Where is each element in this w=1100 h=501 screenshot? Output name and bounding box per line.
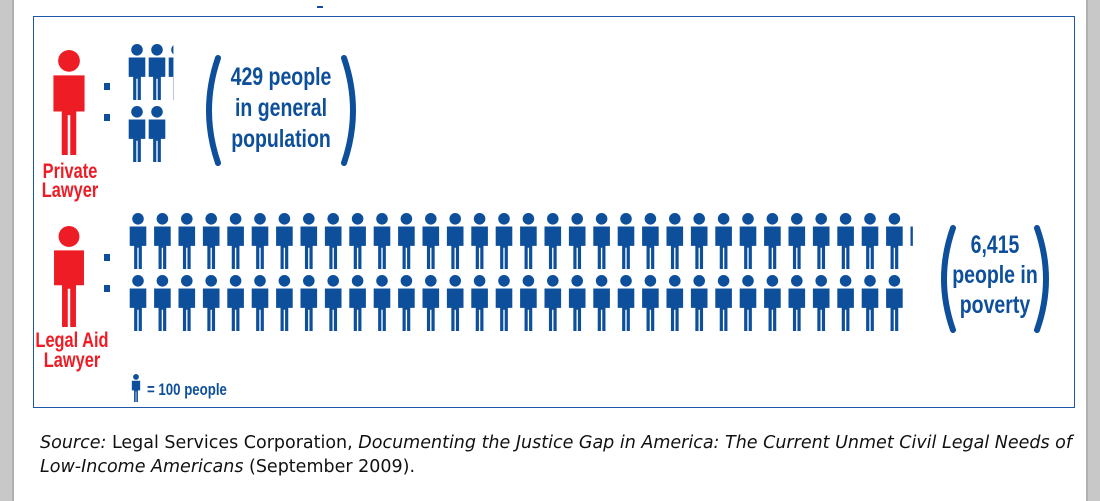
row-2-person-icon [764, 213, 781, 269]
row-2-person-icon [227, 275, 244, 331]
private-lawyer-label: Lawyer [42, 178, 99, 201]
row-2-person-icon [593, 213, 610, 269]
row-2-person-icon [495, 275, 513, 331]
row-2-person-icon [349, 275, 366, 331]
row-1-person-icon [148, 106, 166, 162]
row-1-partial-person-icon [168, 45, 174, 100]
row-2-person-icon [812, 213, 830, 269]
row-2-person-icon [276, 213, 293, 269]
row-2-person-icon [764, 275, 781, 331]
row-2-person-icon [495, 213, 513, 269]
row-2-person-icon [568, 275, 586, 331]
row-2-person-icon [154, 275, 171, 331]
row-2-person-icon [398, 275, 415, 331]
row-2-person-icon [617, 275, 635, 331]
row-1-text-line: population [231, 125, 331, 153]
figure-caption: Source: Legal Services Corporation, Docu… [40, 431, 1080, 479]
legal-aid-lawyer-red-icon [54, 226, 84, 327]
row-2-person-icon [861, 275, 879, 331]
row-2-person-icon [886, 213, 903, 269]
caption-text-2: (September 2009). [243, 457, 416, 477]
row-2-person-icon [788, 275, 806, 331]
row-1-colon [104, 83, 110, 121]
row-2-person-icon [690, 275, 708, 331]
row-2-text-line: poverty [960, 291, 1031, 319]
row-2-person-icon [471, 275, 488, 331]
row-2-person-icon [617, 213, 635, 269]
row-2-person-icon [398, 213, 415, 269]
row-2-person-icon [715, 213, 732, 269]
row-2-person-icon [324, 213, 342, 269]
row-2-person-icon [739, 275, 757, 331]
row-2-person-icon [471, 213, 488, 269]
legend-person-icon [131, 374, 141, 402]
row-2-person-icon [739, 213, 757, 269]
legal-aid-lawyer-label: Lawyer [44, 348, 101, 371]
row-2-person-icon [300, 213, 318, 269]
row-2-person-icon [446, 275, 464, 331]
row-2-person-icon [690, 213, 708, 269]
row-1-person-icon [128, 106, 146, 162]
private-lawyer-label: Private [43, 159, 98, 182]
row-2-person-icon [276, 275, 293, 331]
row-2-person-icon [666, 213, 684, 269]
row-2-person-icon [202, 275, 220, 331]
left-margin-bar [0, 0, 14, 501]
row-2-person-icon [788, 213, 806, 269]
row-2-person-icon [373, 275, 391, 331]
row-2-person-icon [251, 275, 269, 331]
row-1-text-line: 429 people [231, 63, 332, 91]
row-2-person-icon [715, 275, 732, 331]
row-2-person-icon [202, 213, 220, 269]
row-2-person-icon [300, 275, 318, 331]
caption-source-label: Source: [40, 433, 107, 453]
row-2-person-icon [544, 275, 562, 331]
row-2-person-icon [837, 275, 854, 331]
text-cursor-mark [317, 6, 323, 8]
row-2-person-icon [861, 213, 879, 269]
right-margin-bar [1086, 0, 1100, 501]
row-2-person-icon [227, 213, 244, 269]
row-2-person-icon [666, 275, 684, 331]
row-2-person-icon [837, 213, 854, 269]
row-1-person-icon [148, 44, 166, 100]
row-2-person-icon [422, 213, 440, 269]
row-2-person-icon [886, 275, 903, 331]
row-2-person-icon [812, 275, 830, 331]
row-2-parentheses [941, 225, 1049, 333]
private-lawyer-red-icon [53, 50, 85, 155]
row-2-person-icon [154, 213, 171, 269]
row-1-person-icon [128, 44, 146, 100]
row-2-person-icon [642, 275, 659, 331]
figure-frame [33, 16, 1075, 408]
row-2-person-icon [568, 213, 586, 269]
row-2-person-icon [129, 275, 147, 331]
row-2-person-icon [251, 213, 269, 269]
row-2-text-line: 6,415 [971, 231, 1020, 259]
row-2-person-icon [373, 213, 391, 269]
row-2-person-icon [178, 275, 196, 331]
row-2-person-icon [446, 213, 464, 269]
caption-text-1: Legal Services Corporation, [106, 433, 359, 453]
row-1-parentheses [206, 55, 356, 166]
row-2-person-icon [520, 275, 537, 331]
row-2-partial-person-icon [910, 226, 913, 246]
row-2-person-icon [178, 213, 196, 269]
row-2-colon [104, 254, 110, 292]
row-2-person-icon [349, 213, 366, 269]
row-2-person-icon [520, 213, 537, 269]
row-1-text-line: in general [235, 94, 327, 122]
row-2-person-icon [642, 213, 659, 269]
row-2-text-line: people in [952, 261, 1038, 289]
legal-aid-lawyer-label: Legal Aid [35, 328, 108, 351]
caption-report-title: Documenting the Justice Gap in America: … [40, 433, 1073, 477]
row-2-person-icon [593, 275, 610, 331]
legend-label: = 100 people [147, 381, 227, 400]
row-2-person-icon [324, 275, 342, 331]
row-2-person-icon [129, 213, 147, 269]
row-2-person-icon [422, 275, 440, 331]
row-2-person-icon [544, 213, 562, 269]
